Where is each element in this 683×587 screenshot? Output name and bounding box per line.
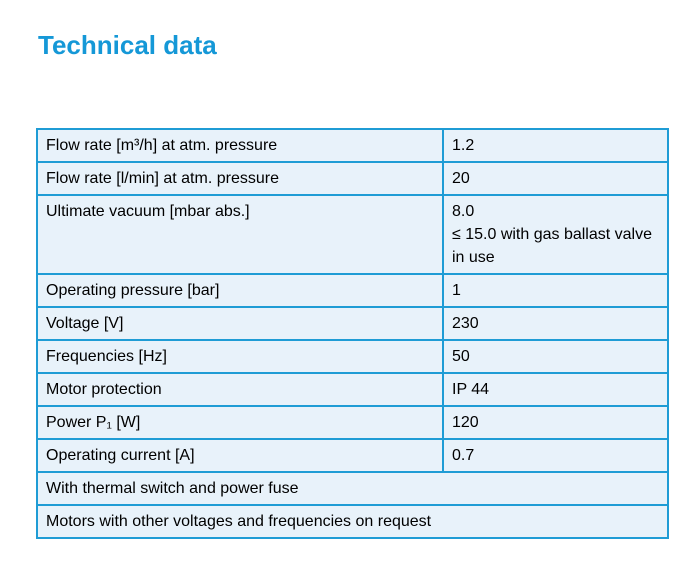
table-row: Flow rate [m³/h] at atm. pressure 1.2: [36, 128, 669, 163]
spec-label-cell: Flow rate [l/min] at atm. pressure: [36, 161, 444, 196]
spec-value-cell: 120: [442, 405, 669, 440]
spec-value-cell: IP 44: [442, 372, 669, 407]
page-title: Technical data: [38, 30, 217, 60]
table-row-full: Motors with other voltages and frequenci…: [36, 504, 669, 539]
table-row: Ultimate vacuum [mbar abs.] 8.0 ≤ 15.0 w…: [36, 194, 669, 275]
spec-value-cell: 0.7: [442, 438, 669, 473]
spec-label-cell: Ultimate vacuum [mbar abs.]: [36, 194, 444, 275]
spec-label-cell: Operating current [A]: [36, 438, 444, 473]
note-cell: Motors with other voltages and frequenci…: [36, 504, 669, 539]
table-row: Operating pressure [bar] 1: [36, 273, 669, 308]
spec-value-cell: 20: [442, 161, 669, 196]
spec-value-cell: 1: [442, 273, 669, 308]
spec-label-cell: Operating pressure [bar]: [36, 273, 444, 308]
table-row: Frequencies [Hz] 50: [36, 339, 669, 374]
spec-label-cell: Power P₁ [W]: [36, 405, 444, 440]
spec-label-cell: Frequencies [Hz]: [36, 339, 444, 374]
technical-data-table: Flow rate [m³/h] at atm. pressure 1.2 Fl…: [36, 128, 669, 539]
table-row: Flow rate [l/min] at atm. pressure 20: [36, 161, 669, 196]
spec-label-cell: Motor protection: [36, 372, 444, 407]
spec-value-cell: 230: [442, 306, 669, 341]
spec-label-cell: Flow rate [m³/h] at atm. pressure: [36, 128, 444, 163]
table-row-full: With thermal switch and power fuse: [36, 471, 669, 506]
note-cell: With thermal switch and power fuse: [36, 471, 669, 506]
spec-value-cell: 8.0 ≤ 15.0 with gas ballast valve in use: [442, 194, 669, 275]
table-row: Motor protection IP 44: [36, 372, 669, 407]
table-row: Voltage [V] 230: [36, 306, 669, 341]
spec-value-cell: 1.2: [442, 128, 669, 163]
spec-label-cell: Voltage [V]: [36, 306, 444, 341]
table-row: Power P₁ [W] 120: [36, 405, 669, 440]
spec-value-cell: 50: [442, 339, 669, 374]
table-row: Operating current [A] 0.7: [36, 438, 669, 473]
